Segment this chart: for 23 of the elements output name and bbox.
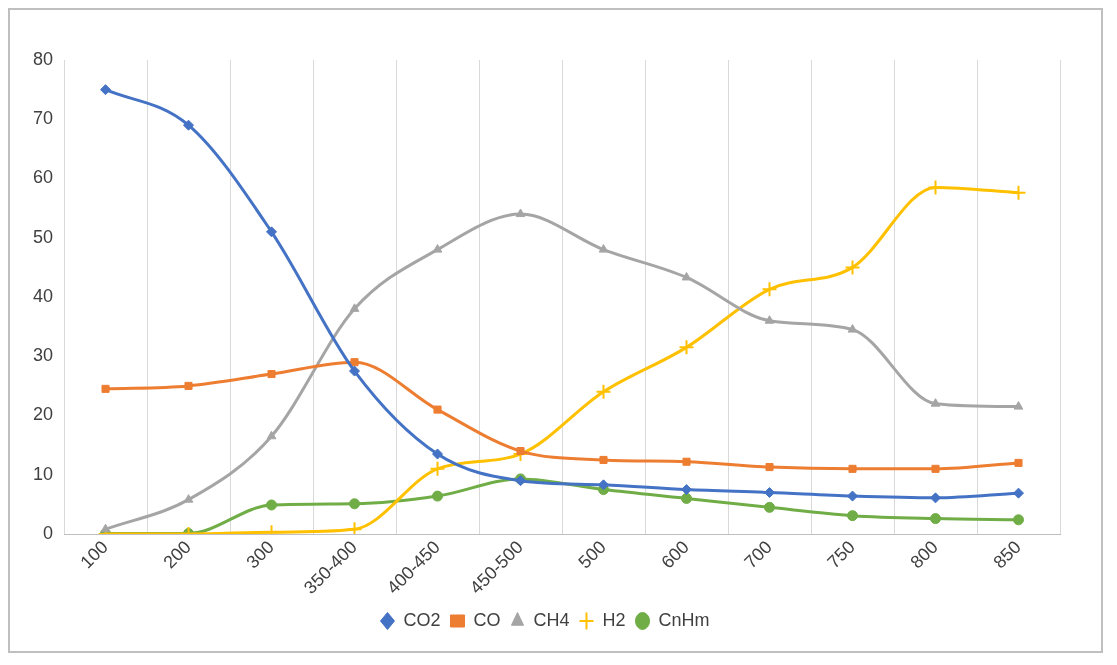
x-tick-label: 700: [740, 536, 776, 573]
y-tick-label: 50: [32, 226, 54, 247]
x-tick-label: 100: [76, 536, 112, 573]
y-tick-label: 30: [32, 345, 54, 366]
legend-label: CnHm: [658, 609, 710, 630]
x-tick-label: 500: [574, 536, 610, 573]
y-tick-label: 20: [32, 404, 54, 425]
y-tick-label: 60: [32, 167, 54, 188]
x-tick-label: 200: [159, 536, 195, 573]
legend-label: CO2: [403, 609, 441, 630]
x-tick-label: 750: [823, 536, 859, 573]
x-tick-label: 300: [242, 536, 278, 573]
legend-label: H2: [602, 609, 626, 630]
x-tick-label: 600: [657, 536, 693, 573]
y-tick-label: 70: [32, 108, 54, 129]
y-tick-label: 10: [32, 463, 54, 484]
y-tick-label: 0: [43, 522, 54, 543]
y-tick-label: 80: [32, 48, 54, 69]
legend-label: CH4: [533, 609, 570, 630]
x-tick-label: 850: [989, 536, 1025, 573]
y-tick-label: 40: [32, 285, 54, 306]
x-tick-label: 800: [906, 536, 942, 573]
legend-label: CO: [473, 609, 501, 630]
